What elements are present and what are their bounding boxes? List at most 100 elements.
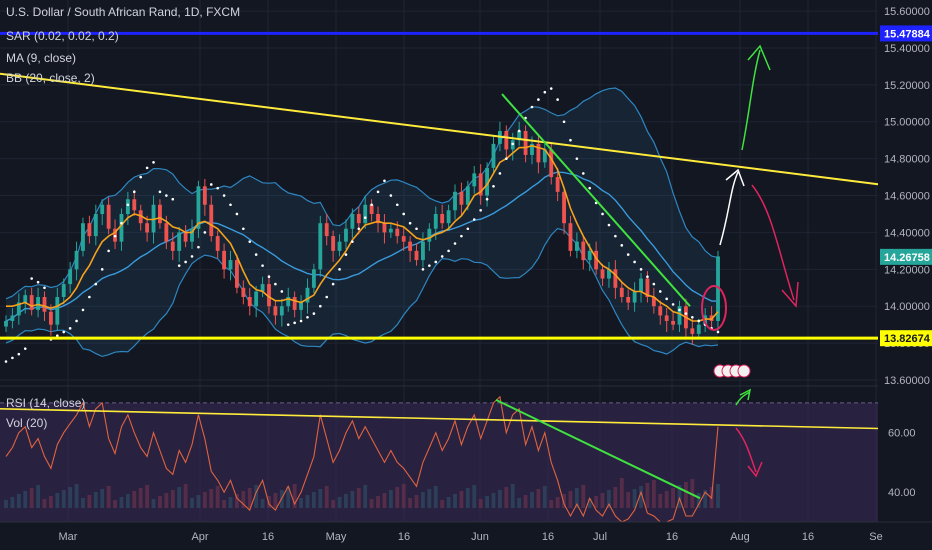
candle-body: [177, 232, 182, 251]
sar-dot: [235, 212, 239, 216]
price-tick-label: 15.60000: [884, 6, 930, 18]
rsi-tick-label: 60.00: [888, 428, 916, 440]
candle-body: [10, 315, 15, 321]
sar-dot: [299, 319, 303, 323]
candle-body: [690, 328, 695, 334]
sar-dot: [626, 253, 630, 256]
sar-dot: [370, 203, 373, 207]
sar-dot: [511, 142, 515, 146]
candle-body: [696, 324, 701, 334]
candle-body: [414, 250, 419, 261]
sar-dot: [556, 98, 559, 101]
candle-body: [273, 306, 278, 316]
sar-dot: [639, 268, 643, 271]
candle-body: [4, 320, 8, 327]
sar-dot: [492, 185, 495, 188]
white-up-arrow: [719, 168, 745, 246]
sar-dot: [562, 120, 566, 124]
price-tag-box: [880, 25, 932, 42]
time-tick-label: Apr: [191, 531, 208, 543]
sar-dot: [331, 282, 335, 286]
candle-body: [472, 173, 477, 187]
price-tag-box: [880, 330, 932, 347]
sar-dot: [229, 203, 232, 207]
sar-dot: [23, 347, 27, 350]
sar-dot: [402, 212, 405, 216]
candle-body: [279, 306, 284, 316]
ma-legend[interactable]: MA (9, close): [6, 51, 77, 65]
candle-body: [81, 223, 85, 251]
candle-body: [562, 191, 566, 224]
bb-upper: [5, 87, 719, 300]
sar-dot: [678, 308, 681, 312]
candle-body: [350, 213, 355, 229]
price-tick-label: 13.60000: [884, 375, 930, 387]
candle-body: [594, 250, 599, 270]
price-tick-label: 14.00000: [884, 301, 930, 313]
candle-body: [299, 302, 303, 310]
candle-body: [183, 232, 188, 242]
price-tick-label: 14.20000: [884, 264, 930, 276]
sar-dot: [434, 260, 438, 264]
sar-dot: [184, 260, 187, 264]
sar-dot: [88, 295, 91, 299]
candle-body: [555, 177, 560, 192]
candle-body: [363, 204, 368, 224]
candle-body: [369, 204, 374, 214]
candle-body: [504, 130, 509, 150]
candle-body: [164, 223, 169, 242]
candle-body: [491, 143, 496, 168]
sar-dot: [248, 240, 252, 243]
sar-dot: [254, 253, 258, 256]
sar-dot: [81, 308, 85, 312]
candle-body: [574, 241, 579, 251]
sar-dot: [190, 255, 194, 258]
rsi-green-trendline: [495, 399, 701, 500]
time-tick-label: Aug: [730, 531, 750, 543]
candle-body: [48, 311, 53, 325]
candlesticks: [4, 121, 720, 345]
candle-body: [408, 241, 413, 251]
candle-body: [190, 228, 194, 242]
sar-dot: [107, 249, 110, 253]
candle-body: [645, 278, 650, 297]
candle-body: [318, 223, 323, 270]
candle-body: [421, 241, 425, 261]
sar-dot: [62, 330, 66, 334]
candle-body: [324, 223, 329, 237]
candle-body: [234, 260, 239, 288]
candle-body: [100, 204, 105, 214]
sar-dot: [684, 312, 688, 315]
candle-body: [158, 204, 162, 224]
sar-dot: [581, 172, 585, 175]
sar-dot: [17, 352, 21, 356]
moving-average: [6, 144, 719, 322]
time-axis-background: [0, 522, 932, 550]
candle-body: [401, 236, 406, 242]
sar-dot: [100, 268, 104, 271]
sar-dot: [197, 245, 200, 249]
candle-body: [331, 236, 336, 251]
price-tag-label: 13.82674: [884, 333, 931, 345]
sar-dot: [569, 138, 572, 142]
candle-body: [382, 223, 387, 233]
sar-dot: [261, 264, 264, 267]
sar-dot: [165, 194, 168, 197]
sar-dot: [652, 282, 656, 286]
candle-body: [68, 269, 73, 285]
time-tick-label: 16: [802, 531, 814, 543]
vol-legend[interactable]: Vol (20): [6, 416, 48, 430]
sar-dot: [325, 295, 329, 299]
price-tick-label: 15.20000: [884, 80, 930, 92]
sar-legend[interactable]: SAR (0.02, 0.02, 0.2): [6, 29, 119, 43]
candle-body: [485, 167, 490, 196]
rsi-legend[interactable]: RSI (14, close): [6, 396, 86, 410]
sar-dot: [498, 172, 502, 175]
sar-dot: [658, 290, 662, 293]
sar-dot: [113, 234, 117, 238]
sar-dot: [363, 216, 367, 219]
bb-legend[interactable]: BB (20, close, 2): [6, 71, 95, 85]
candle-body: [247, 296, 252, 307]
